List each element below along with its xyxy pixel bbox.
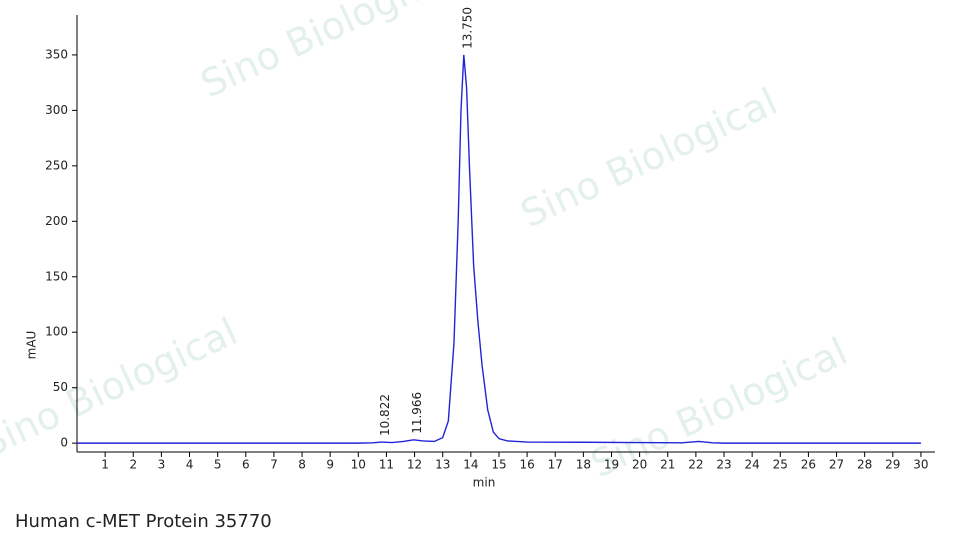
x-tick-label: 26 <box>801 458 816 472</box>
x-tick-label: 28 <box>857 458 872 472</box>
x-tick-label: 5 <box>214 458 222 472</box>
x-tick-label: 13 <box>435 458 450 472</box>
chromatogram-line <box>77 54 921 444</box>
x-tick-label: 21 <box>660 458 675 472</box>
x-tick-label: 25 <box>773 458 788 472</box>
x-tick-label: 7 <box>270 458 278 472</box>
x-tick-label: 29 <box>885 458 900 472</box>
peak-label: 10.822 <box>378 394 392 436</box>
x-tick-label: 9 <box>326 458 334 472</box>
x-tick-label: 23 <box>716 458 731 472</box>
x-tick-label: 12 <box>407 458 422 472</box>
y-tick-label: 100 <box>45 325 68 339</box>
watermark: Sino Biological <box>514 79 784 236</box>
x-tick-label: 16 <box>519 458 534 472</box>
y-tick-label: 250 <box>45 158 68 172</box>
y-tick-label: 350 <box>45 47 68 61</box>
x-tick-label: 20 <box>632 458 647 472</box>
x-tick-label: 19 <box>604 458 619 472</box>
x-tick-label: 18 <box>576 458 591 472</box>
x-tick-label: 3 <box>158 458 166 472</box>
peak-label: 13.750 <box>460 7 474 49</box>
y-tick-label: 150 <box>45 269 68 283</box>
x-tick-label: 27 <box>829 458 844 472</box>
x-tick-label: 1 <box>101 458 109 472</box>
x-tick-label: 10 <box>351 458 366 472</box>
y-tick-label: 50 <box>53 380 68 394</box>
y-tick-label: 200 <box>45 214 68 228</box>
x-tick-label: 17 <box>548 458 563 472</box>
x-tick-label: 22 <box>688 458 703 472</box>
x-tick-label: 4 <box>186 458 194 472</box>
x-tick-label: 15 <box>491 458 506 472</box>
x-tick-label: 8 <box>298 458 306 472</box>
x-tick-label: 30 <box>913 458 928 472</box>
x-tick-label: 2 <box>129 458 137 472</box>
x-tick-label: 11 <box>379 458 394 472</box>
y-tick-label: 300 <box>45 103 68 117</box>
x-axis-label: min <box>473 476 496 490</box>
y-axis-label: mAU <box>25 331 39 360</box>
x-tick-label: 14 <box>463 458 478 472</box>
peak-label: 11.966 <box>410 392 424 434</box>
x-tick-label: 6 <box>242 458 250 472</box>
x-tick-label: 24 <box>745 458 760 472</box>
caption: Human c-MET Protein 35770 <box>15 511 272 532</box>
watermark: Sino Biological <box>194 0 464 106</box>
y-tick-label: 0 <box>60 436 68 450</box>
